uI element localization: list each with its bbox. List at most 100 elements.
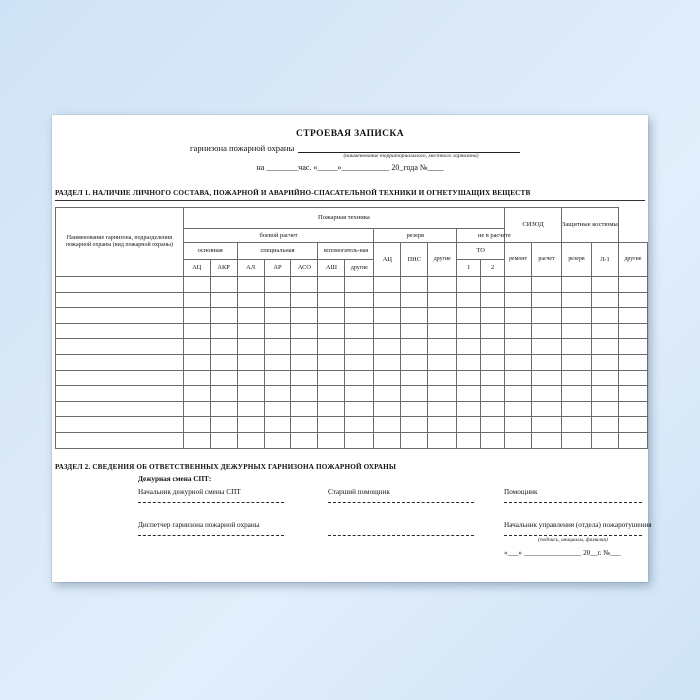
table-cell[interactable]: [427, 369, 458, 387]
table-cell[interactable]: [561, 353, 592, 371]
table-cell[interactable]: [263, 338, 292, 355]
table-cell[interactable]: [373, 338, 402, 355]
table-cell[interactable]: [400, 416, 429, 433]
table-cell[interactable]: [209, 369, 238, 387]
table-cell[interactable]: [317, 338, 346, 355]
table-cell[interactable]: [55, 353, 184, 371]
table-cell[interactable]: [182, 276, 211, 293]
table-cell[interactable]: [561, 431, 592, 449]
table-cell[interactable]: [504, 431, 533, 449]
table-cell[interactable]: [400, 322, 429, 340]
table-cell[interactable]: [236, 431, 265, 449]
table-cell[interactable]: [55, 291, 184, 309]
table-cell[interactable]: [504, 353, 533, 371]
table-cell[interactable]: [236, 353, 265, 371]
table-cell[interactable]: [209, 322, 238, 340]
table-cell[interactable]: [617, 322, 649, 340]
table-cell[interactable]: [317, 353, 346, 371]
table-cell[interactable]: [590, 369, 619, 387]
table-cell[interactable]: [427, 353, 458, 371]
table-cell[interactable]: [400, 307, 429, 324]
table-cell[interactable]: [344, 338, 375, 355]
table-cell[interactable]: [263, 416, 292, 433]
table-cell[interactable]: [456, 416, 482, 433]
table-cell[interactable]: [617, 385, 649, 402]
table-cell[interactable]: [427, 276, 458, 293]
table-cell[interactable]: [590, 338, 619, 355]
table-cell[interactable]: [373, 291, 402, 309]
table-cell[interactable]: [236, 307, 265, 324]
table-cell[interactable]: [427, 431, 458, 449]
table-cell[interactable]: [317, 291, 346, 309]
table-cell[interactable]: [182, 400, 211, 418]
table-row[interactable]: [55, 416, 649, 433]
table-cell[interactable]: [400, 385, 429, 402]
table-cell[interactable]: [209, 307, 238, 324]
table-cell[interactable]: [182, 431, 211, 449]
table-cell[interactable]: [427, 400, 458, 418]
table-cell[interactable]: [480, 416, 506, 433]
table-cell[interactable]: [456, 307, 482, 324]
table-cell[interactable]: [456, 322, 482, 340]
table-cell[interactable]: [400, 431, 429, 449]
table-cell[interactable]: [400, 338, 429, 355]
table-cell[interactable]: [373, 276, 402, 293]
table-cell[interactable]: [236, 276, 265, 293]
table-cell[interactable]: [504, 307, 533, 324]
table-cell[interactable]: [504, 385, 533, 402]
table-cell[interactable]: [531, 369, 562, 387]
table-cell[interactable]: [590, 416, 619, 433]
table-cell[interactable]: [531, 431, 562, 449]
table-cell[interactable]: [290, 307, 319, 324]
table-cell[interactable]: [236, 400, 265, 418]
table-cell[interactable]: [344, 353, 375, 371]
table-cell[interactable]: [344, 416, 375, 433]
table-cell[interactable]: [531, 353, 562, 371]
table-cell[interactable]: [344, 307, 375, 324]
table-cell[interactable]: [590, 307, 619, 324]
table-cell[interactable]: [317, 322, 346, 340]
table-cell[interactable]: [531, 385, 562, 402]
table-cell[interactable]: [236, 338, 265, 355]
table-cell[interactable]: [617, 291, 649, 309]
table-row[interactable]: [55, 353, 649, 371]
table-cell[interactable]: [504, 400, 533, 418]
table-row[interactable]: [55, 400, 649, 418]
table-cell[interactable]: [531, 400, 562, 418]
table-cell[interactable]: [561, 400, 592, 418]
table-cell[interactable]: [373, 400, 402, 418]
table-cell[interactable]: [617, 400, 649, 418]
table-row[interactable]: [55, 431, 649, 449]
table-cell[interactable]: [590, 291, 619, 309]
table-cell[interactable]: [480, 291, 506, 309]
table-cell[interactable]: [209, 431, 238, 449]
table-cell[interactable]: [617, 338, 649, 355]
table-cell[interactable]: [427, 385, 458, 402]
table-cell[interactable]: [427, 307, 458, 324]
table-cell[interactable]: [400, 400, 429, 418]
table-cell[interactable]: [263, 307, 292, 324]
table-cell[interactable]: [456, 369, 482, 387]
table-cell[interactable]: [400, 353, 429, 371]
table-cell[interactable]: [373, 385, 402, 402]
table-row[interactable]: [55, 322, 649, 340]
table-cell[interactable]: [209, 338, 238, 355]
table-cell[interactable]: [55, 416, 184, 433]
table-cell[interactable]: [263, 276, 292, 293]
table-cell[interactable]: [617, 276, 649, 293]
table-cell[interactable]: [531, 322, 562, 340]
table-cell[interactable]: [480, 431, 506, 449]
table-cell[interactable]: [561, 338, 592, 355]
table-cell[interactable]: [617, 369, 649, 387]
table-cell[interactable]: [480, 338, 506, 355]
table-cell[interactable]: [504, 338, 533, 355]
table-cell[interactable]: [504, 369, 533, 387]
table-cell[interactable]: [480, 400, 506, 418]
table-cell[interactable]: [182, 369, 211, 387]
table-cell[interactable]: [344, 385, 375, 402]
table-cell[interactable]: [373, 431, 402, 449]
table-cell[interactable]: [456, 291, 482, 309]
table-cell[interactable]: [236, 416, 265, 433]
table-cell[interactable]: [344, 400, 375, 418]
table-cell[interactable]: [290, 322, 319, 340]
